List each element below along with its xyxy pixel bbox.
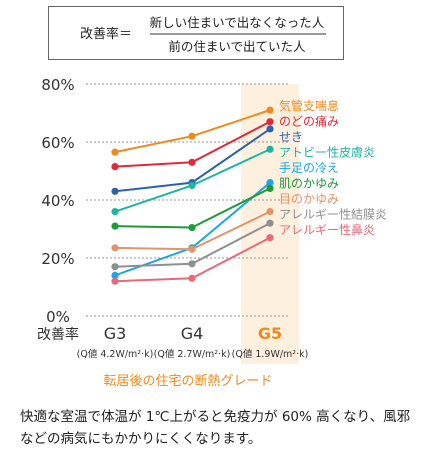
data-point: [266, 208, 274, 216]
x-tick-label: G3: [104, 324, 127, 343]
x-sublabel: (Q値 1.9W/m²·k): [232, 348, 309, 360]
series-label: のどの痛み: [279, 114, 339, 129]
series-label: アレルギー性鼻炎: [279, 222, 375, 237]
series-label: せき: [279, 130, 303, 144]
data-point: [266, 125, 274, 133]
data-point: [111, 271, 119, 279]
data-point: [111, 277, 119, 285]
x-prefix-label: 改善率: [37, 326, 79, 343]
data-point: [111, 244, 119, 252]
data-point: [266, 106, 274, 114]
formula-numerator: 新しい住まいで出なくなった人: [150, 15, 325, 30]
data-point: [111, 263, 119, 271]
series-label: 手足の冷え: [279, 161, 339, 175]
data-point: [111, 222, 119, 230]
x-tick-label: G5: [258, 324, 282, 343]
data-point: [188, 181, 196, 190]
series-label: アレルギー性結膜炎: [279, 208, 387, 222]
data-point: [188, 158, 196, 166]
y-tick-label: 60%: [41, 134, 74, 152]
formula-denominator: 前の住まいで出ていた人: [168, 39, 306, 54]
data-point: [188, 223, 196, 232]
y-tick-label: 80%: [41, 76, 74, 94]
data-point: [188, 260, 196, 268]
x-axis-title: 転居後の住宅の断熱グレード: [103, 374, 272, 389]
y-tick-label: 40%: [41, 192, 74, 210]
data-point: [111, 148, 119, 156]
series-label: 気管支喘息: [279, 98, 339, 113]
data-point: [188, 132, 196, 140]
y-tick-label: 0%: [46, 308, 70, 326]
data-point: [111, 208, 119, 216]
data-point: [266, 145, 274, 153]
data-point: [188, 245, 196, 253]
x-sublabel: (Q値 4.2W/m²·k): [77, 348, 154, 360]
y-tick-label: 20%: [41, 250, 74, 268]
data-point: [266, 184, 274, 192]
series-label: アトビー性皮膚炎: [279, 145, 375, 160]
formula-label: 改善率＝: [80, 26, 132, 42]
data-point: [111, 163, 119, 171]
series-label: 目のかゆみ: [279, 192, 339, 206]
data-point: [266, 179, 274, 187]
x-tick-label: G4: [181, 324, 204, 343]
data-point: [111, 187, 119, 195]
x-sublabel: (Q値 2.7W/m²·k): [154, 348, 231, 360]
series-label: 肌のかゆみ: [279, 177, 339, 191]
data-point: [266, 118, 274, 126]
data-point: [188, 274, 196, 282]
data-point: [266, 234, 274, 242]
caption-text: 快適な室温で体温が 1℃上がると免疫力が 60% 高くなり、風邪などの病気にもか…: [20, 409, 411, 447]
formula-box: [48, 6, 344, 60]
data-point: [266, 219, 274, 227]
